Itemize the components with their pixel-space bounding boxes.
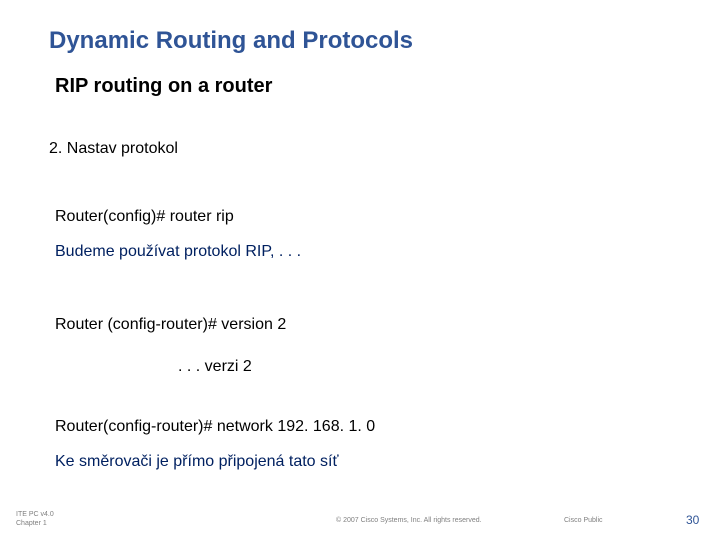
body-line-1: Router(config)# router rip — [55, 208, 234, 226]
footer-left-line2: Chapter 1 — [16, 520, 47, 527]
page-number: 30 — [686, 513, 699, 527]
slide-subtitle: RIP routing on a router — [55, 75, 272, 98]
slide: Dynamic Routing and Protocols RIP routin… — [0, 0, 720, 540]
body-line-2: Budeme používat protokol RIP, . . . — [55, 243, 301, 261]
body-line-4: . . . verzi 2 — [178, 358, 252, 376]
body-line-3: Router (config-router)# version 2 — [55, 316, 286, 334]
body-line-6: Ke směrovači je přímo připojená tato síť — [55, 453, 338, 471]
footer-right: Cisco Public — [564, 517, 603, 524]
body-line-5: Router(config-router)# network 192. 168.… — [55, 418, 375, 436]
slide-title: Dynamic Routing and Protocols — [49, 27, 413, 55]
footer-left: ITE PC v4.0 Chapter 1 — [16, 510, 54, 528]
footer-center: © 2007 Cisco Systems, Inc. All rights re… — [336, 517, 482, 524]
body-line-0: 2. Nastav protokol — [49, 140, 178, 158]
footer-left-line1: ITE PC v4.0 — [16, 511, 54, 518]
